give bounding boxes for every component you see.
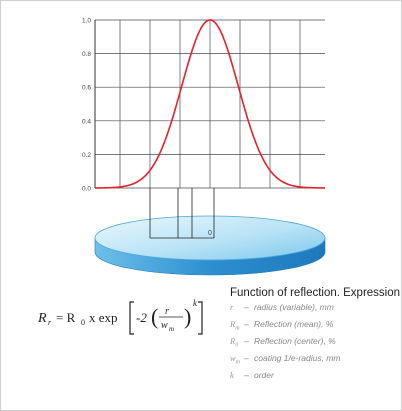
reflection-chart: 0.0 0.2 0.4 0.6 0.8 1.0 [82,18,326,193]
disc-center-label: 0 [208,230,212,237]
reflection-diagram: 0.0 0.2 0.4 0.6 0.8 1.0 0 [82,18,326,276]
reflection-curve [94,19,326,189]
legend-symbol: R [230,336,236,347]
legend-symbol: k [230,370,234,381]
y-tick-label: 0.2 [82,152,91,159]
formula-num: r [165,306,169,317]
legend-symbol-sub: m [235,325,240,332]
y-tick-label: 0.0 [82,186,91,193]
formula-r0-sub: 0 [81,318,85,327]
legend-symbol: w [230,353,236,364]
legend-symbol-sub: 0 [235,342,239,349]
y-tick-label: 0.6 [82,85,91,92]
legend-text: Reflection (center), % [254,336,336,347]
formula-times: x exp [89,310,118,325]
legend-symbol: r [230,302,234,312]
y-tick-labels: 0.0 0.2 0.4 0.6 0.8 1.0 [82,18,91,193]
grid-vertical [119,20,301,188]
legend-item: wm – coating 1/e-radius, mm [230,352,402,369]
drop-lines [149,188,215,239]
legend-text: order [254,370,274,381]
formula-lhs-sub: r [48,318,52,327]
legend-symbol-sub: m [235,359,241,366]
legend-item: R0 – Reflection (center), % [230,335,402,352]
optic-disc [94,215,326,276]
expression-legend: Function of reflection. Expression r – ra… [230,287,402,386]
formula-den: w [161,320,168,331]
paren-right: ) [184,304,191,329]
formula-svg: R r = R 0 x exp -2 ( ) r w m k [37,298,203,335]
y-tick-label: 1.0 [82,18,91,25]
y-tick-label: 0.8 [82,51,91,58]
legend-text: Reflection (mean), % [254,319,334,330]
reflection-formula: R r = R 0 x exp -2 ( ) r w m k [37,290,208,346]
bracket-right [198,301,203,335]
bracket-left [129,301,134,335]
formula-eq: = R [56,310,76,325]
formula-den-sub: m [169,325,174,333]
y-tick-label: 0.4 [82,118,91,125]
legend-title: Function of reflection. Expression [230,287,401,299]
legend-text: radius (variable), mm [254,302,334,312]
formula-neg2: -2 [136,310,147,325]
legend-item: Rm – Reflection (mean), % [230,318,402,335]
legend-text: coating 1/e-radius, mm [254,353,341,364]
formula-exp: k [193,298,198,308]
legend-item: k – order [230,369,402,386]
legend-symbol: R [230,319,236,330]
legend-item: r – radius (variable), mm [230,301,402,318]
paren-left: ( [151,304,158,329]
formula-lhs: R [38,311,47,326]
